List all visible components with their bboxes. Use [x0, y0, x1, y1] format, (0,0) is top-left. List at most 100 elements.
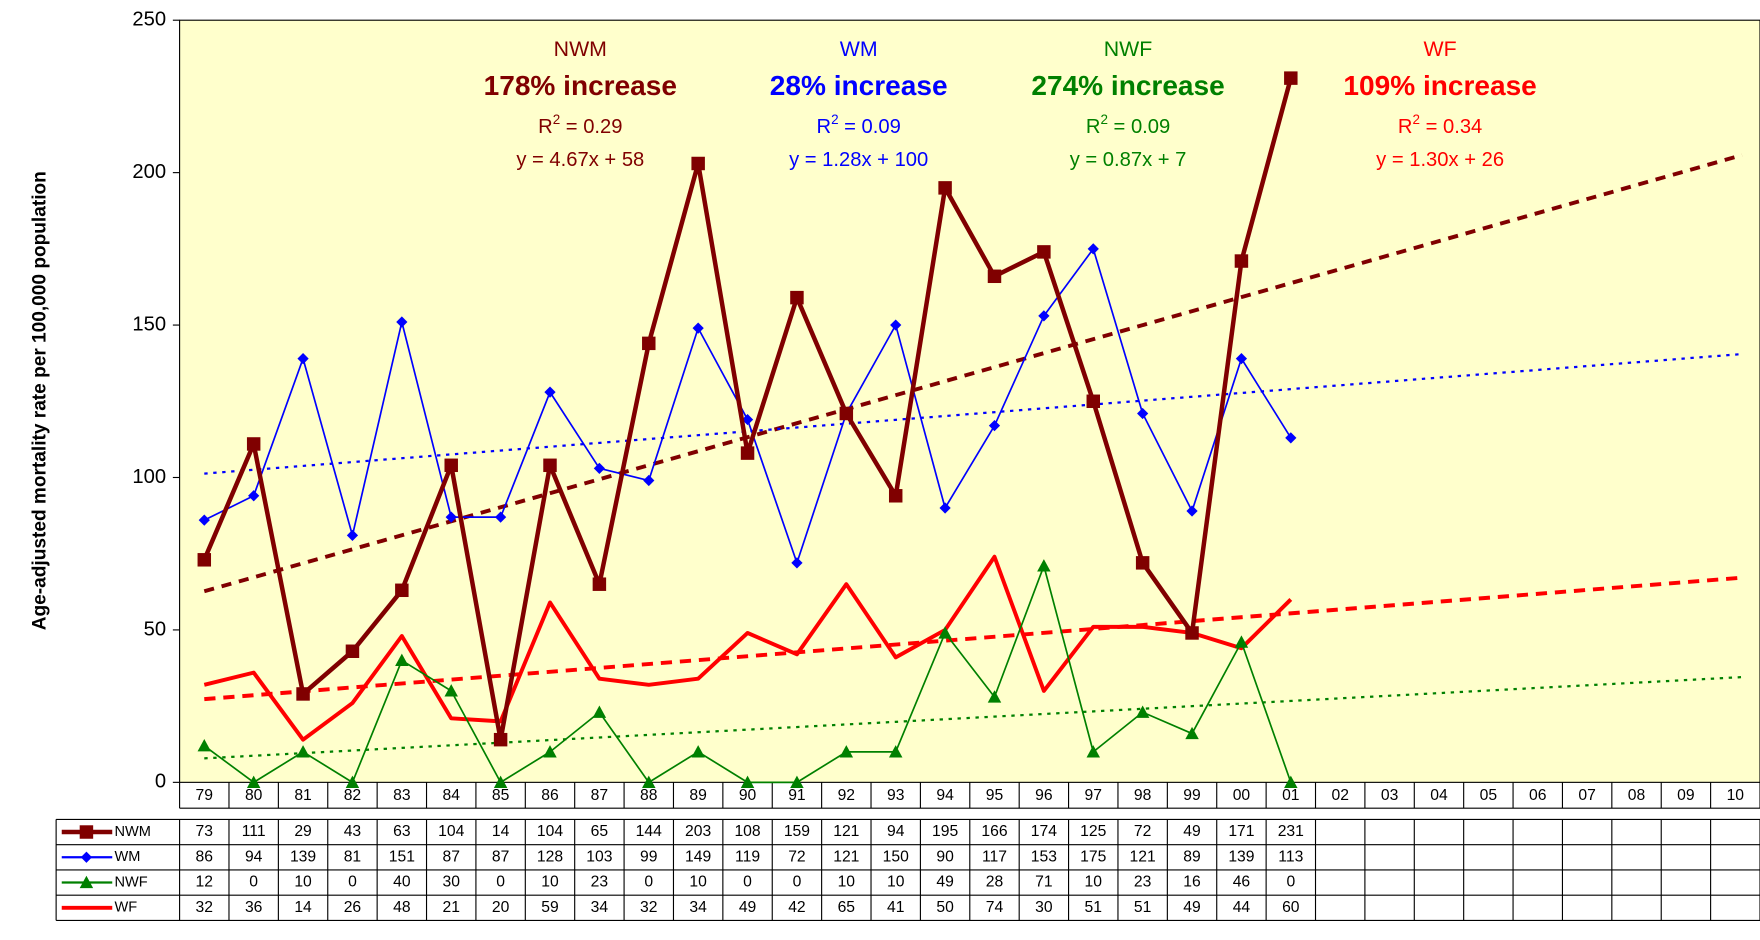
- annotation-increase: 28% increase: [770, 70, 948, 101]
- table-cell: 89: [1183, 848, 1200, 865]
- data-point: [1234, 254, 1249, 268]
- legend-label: WM: [114, 849, 140, 865]
- table-cell: 121: [833, 848, 859, 865]
- data-point: [444, 684, 458, 697]
- plot-area: [179, 19, 1760, 783]
- table-cell: 0: [793, 874, 802, 891]
- x-tick-label: 00: [1233, 787, 1251, 804]
- table-cell: 41: [887, 899, 904, 916]
- table-cell: 59: [541, 899, 558, 916]
- data-point: [445, 511, 457, 523]
- table-cell: 20: [492, 899, 510, 916]
- table-cell: 113: [1278, 848, 1303, 865]
- x-tick-label: 02: [1331, 787, 1348, 804]
- table-cell: 50: [936, 899, 954, 916]
- trend-line: [204, 575, 1743, 702]
- table-cell: 10: [838, 874, 856, 891]
- trend-line: [203, 153, 1743, 594]
- data-point: [592, 577, 607, 591]
- table-cell: 51: [1134, 899, 1151, 916]
- r2-value: = 0.34: [1420, 116, 1482, 138]
- r2-value: = 0.09: [1108, 116, 1170, 138]
- table-cell: 87: [492, 848, 509, 865]
- table-cell: 128: [537, 848, 563, 865]
- annotation-r2: R2 = 0.29: [538, 112, 622, 139]
- r2-symbol: R: [1398, 116, 1413, 138]
- data-point: [248, 490, 260, 502]
- data-point: [839, 406, 854, 421]
- data-point: [938, 626, 952, 639]
- table-cell: 28: [986, 874, 1004, 891]
- table-cell: 36: [245, 899, 263, 916]
- table-cell: 121: [1130, 848, 1156, 865]
- table-cell: 111: [242, 823, 266, 840]
- y-tick-label: 100: [132, 466, 166, 488]
- x-tick-label: 96: [1035, 787, 1053, 804]
- table-cell: 117: [982, 848, 1007, 865]
- data-point: [1038, 310, 1050, 322]
- data-point: [296, 687, 310, 701]
- table-cell: 0: [743, 874, 752, 891]
- annotation-equation: y = 0.87x + 7: [1070, 149, 1187, 171]
- r2-value: = 0.09: [839, 116, 901, 138]
- data-point: [987, 269, 1002, 284]
- table-cell: 0: [496, 874, 505, 891]
- data-point: [593, 462, 605, 474]
- data-point: [839, 745, 854, 758]
- annotation-group: NWM: [554, 37, 607, 61]
- data-point: [543, 458, 557, 473]
- annotation-r2: R2 = 0.09: [1086, 112, 1170, 139]
- data-point: [691, 745, 705, 758]
- data-point: [197, 553, 212, 567]
- data-point: [642, 336, 656, 351]
- x-tick-label: 08: [1628, 787, 1646, 804]
- x-tick-label: 10: [1727, 787, 1745, 804]
- legend-marker: [80, 851, 93, 863]
- data-point: [691, 156, 705, 171]
- table-cell: 65: [591, 823, 609, 840]
- data-point: [1185, 726, 1199, 740]
- annotation-group: NWF: [1104, 37, 1153, 61]
- table-cell: 10: [689, 874, 707, 891]
- data-point: [642, 775, 656, 788]
- x-tick-label: 04: [1430, 787, 1448, 804]
- table-cell: 30: [442, 874, 460, 891]
- x-tick-label: 84: [442, 787, 460, 804]
- table-cell: 74: [986, 899, 1004, 916]
- data-point: [1284, 775, 1298, 788]
- table-cell: 49: [1183, 899, 1200, 916]
- table-cell: 23: [1134, 874, 1152, 891]
- x-tick-label: 98: [1134, 787, 1152, 804]
- table-cell: 71: [1035, 874, 1052, 891]
- data-point: [246, 775, 261, 788]
- annotation-increase: 109% increase: [1343, 70, 1536, 101]
- table-cell: 10: [541, 874, 559, 891]
- data-point: [791, 557, 803, 569]
- table-cell: 21: [442, 899, 459, 916]
- x-tick-label: 97: [1085, 787, 1102, 804]
- table-cell: 150: [883, 848, 909, 865]
- x-tick-label: 85: [492, 787, 510, 804]
- table-cell: 139: [290, 848, 316, 865]
- x-tick-label: 88: [640, 787, 658, 804]
- table-cell: 195: [932, 823, 958, 840]
- data-point: [395, 583, 409, 598]
- data-point: [1235, 352, 1248, 365]
- data-point: [346, 529, 359, 542]
- data-point: [297, 352, 309, 365]
- data-point: [888, 489, 903, 503]
- data-point: [692, 322, 704, 334]
- y-axis-label: Age-adjusted mortality rate per 100,000 …: [29, 171, 50, 630]
- x-tick-label: 06: [1529, 787, 1547, 804]
- table-cell: 63: [393, 823, 411, 840]
- x-tick-label: 03: [1381, 787, 1399, 804]
- x-tick-label: 95: [986, 787, 1004, 804]
- table-cell: 73: [196, 823, 214, 840]
- y-tick-label: 50: [144, 618, 166, 640]
- table-cell: 14: [492, 823, 510, 840]
- data-point: [495, 511, 507, 523]
- x-tick-label: 80: [245, 787, 263, 804]
- x-tick-label: 93: [887, 787, 905, 804]
- data-point: [987, 690, 1002, 703]
